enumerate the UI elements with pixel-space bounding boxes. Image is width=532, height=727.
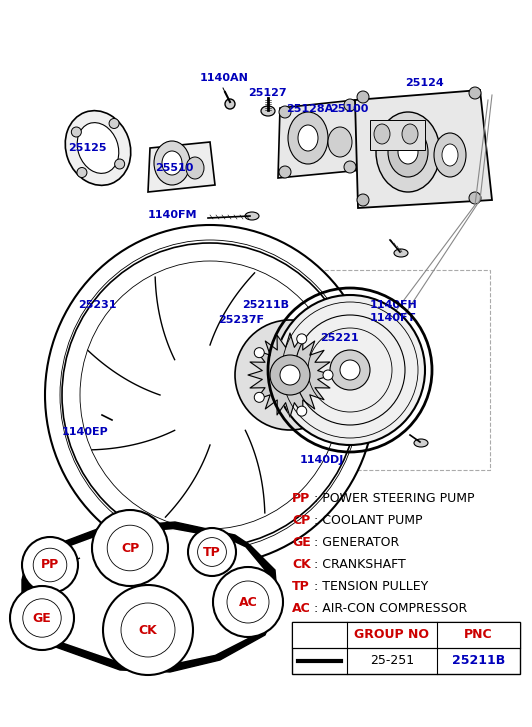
Ellipse shape bbox=[235, 320, 345, 430]
Text: PP: PP bbox=[41, 558, 59, 571]
Ellipse shape bbox=[270, 355, 310, 395]
Text: GE: GE bbox=[32, 611, 52, 624]
Ellipse shape bbox=[394, 249, 408, 257]
Ellipse shape bbox=[77, 167, 87, 177]
Text: 25211B: 25211B bbox=[452, 654, 505, 667]
Text: 25221: 25221 bbox=[320, 333, 359, 343]
Ellipse shape bbox=[186, 157, 204, 179]
Text: CK: CK bbox=[292, 558, 311, 571]
Ellipse shape bbox=[225, 99, 235, 109]
Text: 1140FM: 1140FM bbox=[148, 210, 197, 220]
Ellipse shape bbox=[398, 140, 418, 164]
Text: GE: GE bbox=[292, 536, 311, 548]
Ellipse shape bbox=[45, 225, 375, 565]
Ellipse shape bbox=[254, 348, 264, 358]
Ellipse shape bbox=[279, 166, 291, 178]
Ellipse shape bbox=[188, 528, 236, 576]
Ellipse shape bbox=[154, 141, 190, 185]
Ellipse shape bbox=[344, 99, 356, 111]
Ellipse shape bbox=[402, 124, 418, 144]
Ellipse shape bbox=[92, 510, 168, 586]
Text: : CRANKSHAFT: : CRANKSHAFT bbox=[310, 558, 406, 571]
Polygon shape bbox=[248, 333, 332, 417]
Bar bbox=[370, 120, 425, 150]
Ellipse shape bbox=[434, 133, 466, 177]
Ellipse shape bbox=[280, 365, 300, 385]
Text: : AIR-CON COMPRESSOR: : AIR-CON COMPRESSOR bbox=[310, 601, 467, 614]
Ellipse shape bbox=[275, 295, 425, 445]
Ellipse shape bbox=[328, 127, 352, 157]
Ellipse shape bbox=[288, 112, 328, 164]
Ellipse shape bbox=[297, 334, 307, 344]
Bar bbox=[230, 270, 490, 470]
Text: 25-251: 25-251 bbox=[370, 654, 414, 667]
Text: 25127: 25127 bbox=[248, 88, 287, 98]
Text: CP: CP bbox=[121, 542, 139, 555]
Bar bbox=[292, 622, 520, 648]
Text: AC: AC bbox=[239, 595, 257, 608]
Text: : TENSION PULLEY: : TENSION PULLEY bbox=[310, 579, 428, 593]
Text: CK: CK bbox=[139, 624, 157, 637]
Ellipse shape bbox=[115, 159, 124, 169]
Ellipse shape bbox=[344, 161, 356, 173]
Text: 1140FH: 1140FH bbox=[370, 300, 418, 310]
Ellipse shape bbox=[297, 406, 307, 416]
Ellipse shape bbox=[357, 194, 369, 206]
Ellipse shape bbox=[374, 124, 390, 144]
Ellipse shape bbox=[245, 212, 259, 220]
Text: 25231: 25231 bbox=[78, 300, 117, 310]
Ellipse shape bbox=[103, 585, 193, 675]
Text: CP: CP bbox=[292, 513, 310, 526]
Ellipse shape bbox=[77, 123, 119, 173]
Ellipse shape bbox=[279, 106, 291, 118]
Text: 1140AN: 1140AN bbox=[200, 73, 249, 83]
Ellipse shape bbox=[22, 537, 78, 593]
Text: TP: TP bbox=[203, 545, 221, 558]
Ellipse shape bbox=[376, 112, 440, 192]
Ellipse shape bbox=[357, 91, 369, 103]
Ellipse shape bbox=[109, 119, 119, 129]
Ellipse shape bbox=[106, 417, 120, 425]
Ellipse shape bbox=[414, 439, 428, 447]
Ellipse shape bbox=[340, 360, 360, 380]
Text: : GENERATOR: : GENERATOR bbox=[310, 536, 399, 548]
Text: : COOLANT PUMP: : COOLANT PUMP bbox=[310, 513, 422, 526]
Ellipse shape bbox=[254, 393, 264, 402]
Ellipse shape bbox=[442, 144, 458, 166]
Ellipse shape bbox=[10, 586, 74, 650]
Ellipse shape bbox=[213, 567, 283, 637]
Text: AC: AC bbox=[292, 601, 311, 614]
Polygon shape bbox=[278, 100, 362, 178]
Ellipse shape bbox=[261, 106, 275, 116]
Text: 25211B: 25211B bbox=[242, 300, 289, 310]
Ellipse shape bbox=[65, 111, 131, 185]
Ellipse shape bbox=[162, 151, 182, 175]
Polygon shape bbox=[148, 142, 215, 192]
Text: 25124: 25124 bbox=[405, 78, 444, 88]
Bar bbox=[292, 622, 520, 674]
Text: PNC: PNC bbox=[464, 629, 493, 641]
Polygon shape bbox=[22, 522, 278, 672]
Text: : POWER STEERING PUMP: : POWER STEERING PUMP bbox=[310, 491, 475, 505]
Text: 25510: 25510 bbox=[155, 163, 193, 173]
Ellipse shape bbox=[388, 127, 428, 177]
Text: 25100: 25100 bbox=[330, 104, 368, 114]
Ellipse shape bbox=[71, 127, 81, 137]
Text: PP: PP bbox=[292, 491, 310, 505]
Text: 1140DJ: 1140DJ bbox=[300, 455, 344, 465]
Text: 1140EP: 1140EP bbox=[62, 427, 109, 437]
Text: 25128A: 25128A bbox=[286, 104, 333, 114]
Ellipse shape bbox=[330, 350, 370, 390]
Ellipse shape bbox=[298, 125, 318, 151]
Ellipse shape bbox=[469, 87, 481, 99]
Text: TP: TP bbox=[292, 579, 310, 593]
Text: 1140FT: 1140FT bbox=[370, 313, 416, 323]
Text: 25125: 25125 bbox=[68, 143, 106, 153]
Ellipse shape bbox=[469, 192, 481, 204]
Ellipse shape bbox=[323, 370, 333, 380]
Text: GROUP NO: GROUP NO bbox=[354, 629, 429, 641]
Polygon shape bbox=[355, 90, 492, 208]
Polygon shape bbox=[32, 530, 268, 664]
Text: 25237F: 25237F bbox=[218, 315, 264, 325]
